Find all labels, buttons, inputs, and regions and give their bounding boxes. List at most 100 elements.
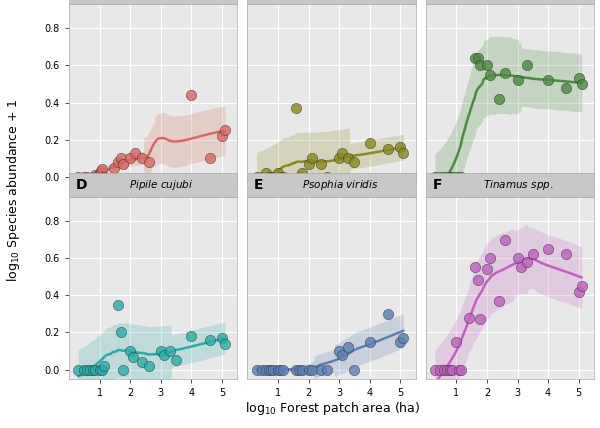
Point xyxy=(454,173,464,180)
Point xyxy=(395,144,405,151)
Point xyxy=(264,173,274,180)
Point xyxy=(334,348,344,354)
Point xyxy=(442,173,452,180)
Point xyxy=(130,149,140,156)
Point xyxy=(485,255,495,262)
Point xyxy=(383,310,393,317)
Point xyxy=(513,255,523,262)
Point xyxy=(116,329,126,336)
Point xyxy=(257,173,267,180)
FancyBboxPatch shape xyxy=(426,0,594,4)
Point xyxy=(86,175,95,182)
Point xyxy=(522,62,532,69)
Point xyxy=(316,160,326,167)
Point xyxy=(454,366,464,373)
Point xyxy=(128,353,138,360)
Point xyxy=(383,146,393,152)
Point xyxy=(73,366,83,373)
Text: D: D xyxy=(76,178,87,192)
Point xyxy=(475,62,485,69)
Point xyxy=(482,266,492,273)
Point xyxy=(562,84,571,91)
Point xyxy=(220,127,230,134)
Point xyxy=(456,366,466,373)
Point xyxy=(430,366,440,373)
Point xyxy=(470,264,479,271)
Point xyxy=(252,173,262,180)
Point xyxy=(292,105,301,112)
Point xyxy=(137,359,147,366)
Point xyxy=(95,169,104,176)
Point xyxy=(464,314,473,321)
Point xyxy=(395,338,405,345)
Point xyxy=(187,92,196,98)
Point xyxy=(92,173,101,180)
Point xyxy=(83,366,92,373)
Point xyxy=(79,366,88,373)
Point xyxy=(100,173,109,180)
Point xyxy=(90,366,100,373)
Point xyxy=(88,173,98,180)
Point xyxy=(522,259,532,265)
Point xyxy=(295,173,304,180)
Point xyxy=(252,366,262,373)
Text: E: E xyxy=(254,178,263,192)
Point xyxy=(574,288,584,295)
Text: log$_{10}$ Species abundance + 1: log$_{10}$ Species abundance + 1 xyxy=(5,99,22,282)
Point xyxy=(577,282,587,289)
Point xyxy=(528,251,538,258)
Point xyxy=(109,164,119,171)
Point xyxy=(165,348,175,354)
Point xyxy=(334,155,344,162)
Point xyxy=(144,363,154,369)
Point xyxy=(187,333,196,339)
Point xyxy=(113,301,123,308)
Point xyxy=(500,236,510,243)
Point xyxy=(544,77,553,84)
Point xyxy=(439,173,449,180)
Point xyxy=(217,133,227,140)
Point xyxy=(264,366,274,373)
Point xyxy=(445,173,454,180)
Point xyxy=(273,169,283,176)
Point xyxy=(322,366,332,373)
Point xyxy=(316,366,326,373)
Point xyxy=(205,155,215,162)
Point xyxy=(307,366,316,373)
Point xyxy=(266,173,276,180)
Point xyxy=(297,169,307,176)
Point xyxy=(73,173,83,180)
FancyBboxPatch shape xyxy=(69,0,237,4)
Point xyxy=(350,158,359,165)
Point xyxy=(278,366,287,373)
Point xyxy=(295,366,304,373)
Point xyxy=(261,366,271,373)
Point xyxy=(275,173,285,180)
Point xyxy=(292,366,301,373)
Point xyxy=(447,173,457,180)
Point xyxy=(297,366,307,373)
Point xyxy=(544,246,553,253)
Point xyxy=(113,158,123,165)
Point xyxy=(278,173,287,180)
Point xyxy=(205,336,215,343)
Text: $\it{Tinamus\ spp.}$: $\it{Tinamus\ spp.}$ xyxy=(483,178,553,192)
Point xyxy=(494,95,504,102)
Point xyxy=(350,366,359,373)
Point xyxy=(473,277,482,284)
Point xyxy=(398,149,408,156)
Point xyxy=(562,251,571,258)
Point xyxy=(88,366,98,373)
Point xyxy=(220,340,230,347)
Point xyxy=(500,69,510,76)
Point xyxy=(577,80,587,87)
Point xyxy=(452,338,461,345)
Point xyxy=(304,160,313,167)
Point xyxy=(494,297,504,304)
Point xyxy=(119,160,128,167)
Point xyxy=(442,366,452,373)
FancyBboxPatch shape xyxy=(247,0,416,4)
Point xyxy=(257,366,267,373)
Point xyxy=(430,173,440,180)
Point xyxy=(475,316,485,323)
